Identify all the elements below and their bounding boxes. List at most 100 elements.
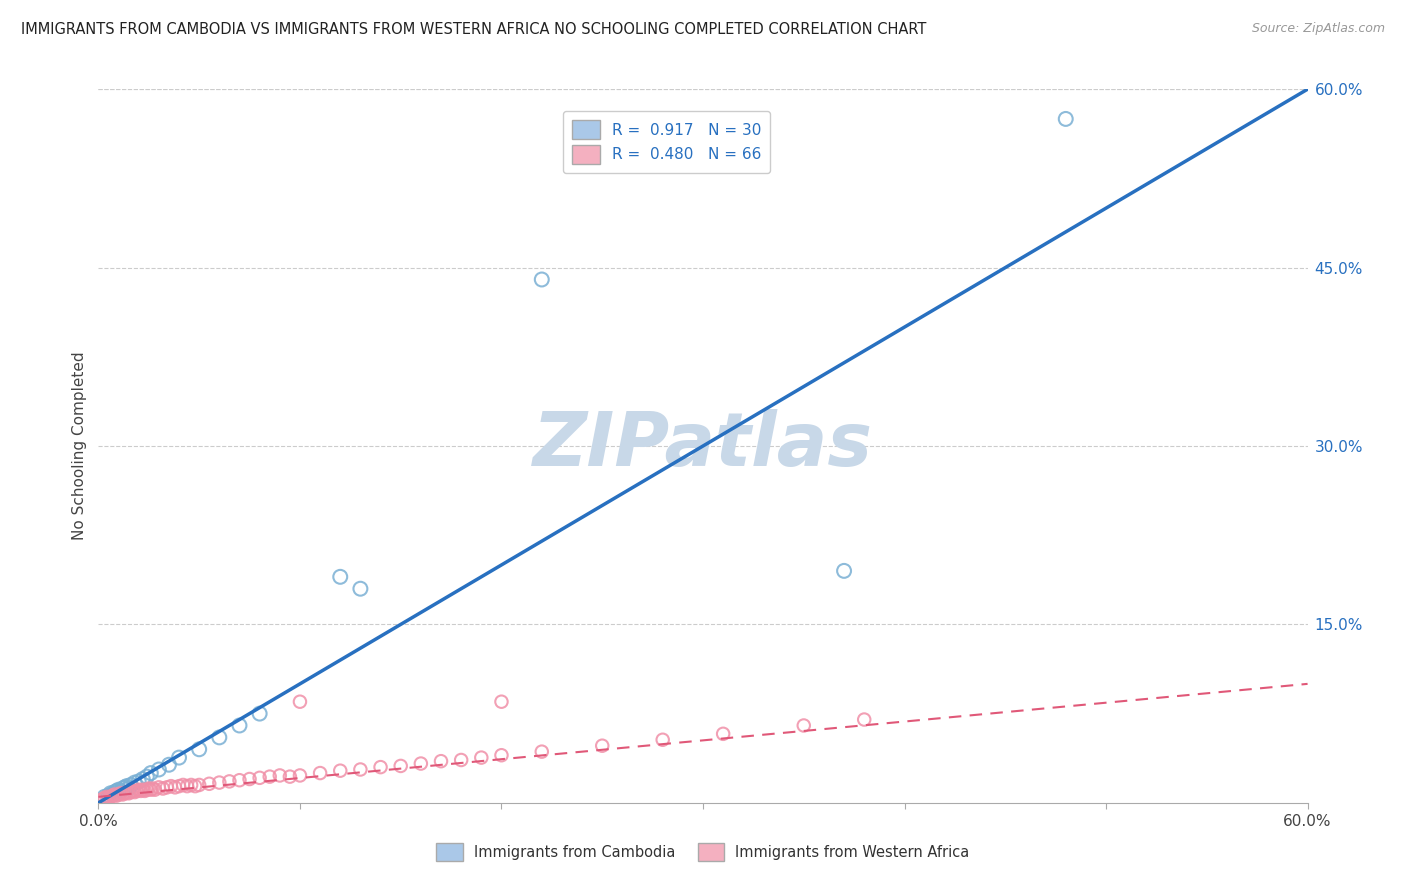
Point bbox=[100, 786, 122, 800]
Point bbox=[430, 754, 453, 768]
Point bbox=[132, 772, 155, 786]
Point bbox=[128, 774, 150, 789]
Point bbox=[114, 786, 136, 800]
Point bbox=[188, 742, 211, 756]
Point bbox=[100, 789, 122, 804]
Legend: R =  0.917   N = 30, R =  0.480   N = 66: R = 0.917 N = 30, R = 0.480 N = 66 bbox=[562, 112, 770, 173]
Point bbox=[134, 784, 156, 798]
Point bbox=[125, 784, 148, 798]
Point bbox=[259, 770, 281, 784]
Point bbox=[132, 782, 155, 797]
Point bbox=[107, 788, 129, 802]
Point bbox=[651, 732, 673, 747]
Point bbox=[97, 791, 120, 805]
Point bbox=[793, 718, 815, 732]
Point bbox=[135, 770, 157, 784]
Point bbox=[1054, 112, 1077, 126]
Point bbox=[184, 779, 207, 793]
Point bbox=[139, 766, 162, 780]
Point bbox=[110, 784, 132, 798]
Point bbox=[135, 782, 157, 797]
Point bbox=[218, 774, 240, 789]
Point bbox=[128, 782, 150, 797]
Point bbox=[172, 778, 194, 792]
Point bbox=[329, 570, 352, 584]
Point bbox=[228, 718, 250, 732]
Point bbox=[288, 695, 311, 709]
Point bbox=[157, 757, 180, 772]
Point bbox=[138, 781, 160, 796]
Point bbox=[176, 779, 198, 793]
Point bbox=[349, 582, 371, 596]
Point bbox=[152, 781, 174, 796]
Point bbox=[120, 778, 142, 792]
Point bbox=[143, 782, 166, 797]
Point bbox=[97, 789, 120, 803]
Point bbox=[105, 789, 128, 803]
Point bbox=[163, 780, 186, 795]
Point bbox=[103, 785, 125, 799]
Point bbox=[389, 759, 412, 773]
Point bbox=[120, 785, 142, 799]
Point bbox=[329, 764, 352, 778]
Point bbox=[278, 770, 301, 784]
Point bbox=[450, 753, 472, 767]
Point bbox=[470, 750, 492, 764]
Point bbox=[370, 760, 392, 774]
Point bbox=[156, 780, 179, 795]
Point bbox=[110, 786, 132, 800]
Point bbox=[96, 789, 118, 804]
Point bbox=[103, 788, 125, 802]
Point bbox=[142, 781, 165, 796]
Point bbox=[228, 773, 250, 788]
Point bbox=[93, 789, 115, 804]
Point bbox=[409, 756, 432, 771]
Point bbox=[198, 777, 221, 791]
Point bbox=[530, 745, 553, 759]
Point bbox=[208, 731, 231, 745]
Point bbox=[491, 695, 513, 709]
Point bbox=[129, 784, 152, 798]
Point bbox=[208, 775, 231, 789]
Point bbox=[167, 779, 190, 793]
Point bbox=[139, 782, 162, 797]
Point bbox=[121, 784, 143, 798]
Y-axis label: No Schooling Completed: No Schooling Completed bbox=[72, 351, 87, 541]
Point bbox=[91, 792, 114, 806]
Point bbox=[124, 785, 146, 799]
Point bbox=[105, 784, 128, 798]
Point bbox=[249, 771, 271, 785]
Point bbox=[115, 779, 138, 793]
Point bbox=[124, 775, 146, 789]
Point bbox=[309, 766, 332, 780]
Point bbox=[118, 786, 141, 800]
Point bbox=[160, 779, 183, 793]
Text: Source: ZipAtlas.com: Source: ZipAtlas.com bbox=[1251, 22, 1385, 36]
Point bbox=[167, 750, 190, 764]
Point bbox=[148, 780, 170, 795]
Point bbox=[530, 272, 553, 286]
Point bbox=[249, 706, 271, 721]
Point bbox=[111, 788, 134, 802]
Point bbox=[832, 564, 855, 578]
Point bbox=[853, 713, 876, 727]
Point bbox=[188, 778, 211, 792]
Point bbox=[101, 788, 124, 802]
Point bbox=[115, 785, 138, 799]
Point bbox=[180, 778, 202, 792]
Point bbox=[101, 789, 124, 803]
Point bbox=[114, 780, 136, 795]
Text: IMMIGRANTS FROM CAMBODIA VS IMMIGRANTS FROM WESTERN AFRICA NO SCHOOLING COMPLETE: IMMIGRANTS FROM CAMBODIA VS IMMIGRANTS F… bbox=[21, 22, 927, 37]
Point bbox=[148, 763, 170, 777]
Point bbox=[349, 763, 371, 777]
Point bbox=[239, 772, 262, 786]
Text: ZIPatlas: ZIPatlas bbox=[533, 409, 873, 483]
Point bbox=[269, 768, 291, 782]
Point bbox=[111, 781, 134, 796]
Point bbox=[591, 739, 613, 753]
Point bbox=[118, 781, 141, 796]
Point bbox=[107, 782, 129, 797]
Point bbox=[288, 768, 311, 782]
Point bbox=[491, 748, 513, 763]
Point bbox=[93, 791, 115, 805]
